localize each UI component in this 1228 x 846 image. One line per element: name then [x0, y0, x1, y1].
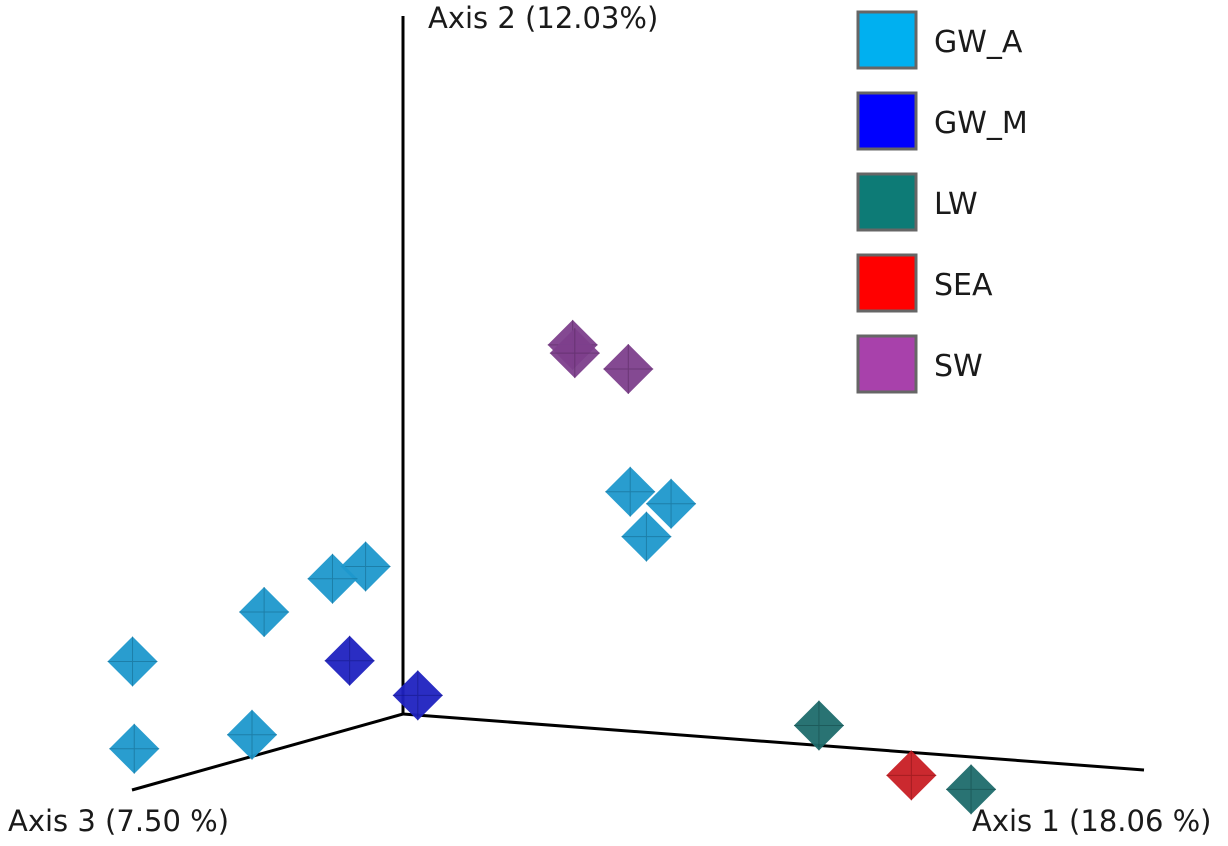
legend-swatch-gw-m [856, 91, 918, 151]
legend-swatch-gw-a [856, 10, 918, 70]
legend: GW_A GW_M LW SEA SW [856, 10, 1028, 394]
point-gw-a-6 [239, 587, 290, 638]
point-gw-a-8 [227, 709, 278, 760]
axis-1-line [402, 712, 1145, 772]
axis-3-line [131, 712, 404, 792]
point-sea-1 [886, 750, 937, 801]
point-gw-a-9 [109, 723, 160, 774]
data-points [107, 319, 997, 815]
legend-label-lw: LW [934, 187, 978, 222]
point-gw-a-2 [646, 478, 697, 529]
point-lw-1 [793, 700, 844, 751]
point-gw-a-3 [621, 511, 672, 562]
axis-2-title: Axis 2 (12.03%) [428, 1, 658, 35]
point-sw-3 [603, 343, 654, 394]
legend-label-sea: SEA [934, 268, 993, 303]
legend-label-gw-a: GW_A [934, 25, 1023, 60]
point-lw-2 [946, 764, 997, 815]
legend-label-gw-m: GW_M [934, 106, 1028, 141]
point-gw-m-1 [324, 635, 375, 686]
axes: Axis 2 (12.03%) Axis 1 (18.06 %) Axis 3 … [8, 1, 1211, 838]
point-gw-a-5 [307, 553, 358, 604]
axis-1-title: Axis 1 (18.06 %) [972, 804, 1211, 838]
point-sw-2 [549, 328, 600, 379]
axis-3-title: Axis 3 (7.50 %) [8, 804, 229, 838]
legend-swatch-sea [856, 253, 918, 313]
point-gw-a-7 [107, 636, 158, 687]
legend-swatch-sw [856, 334, 918, 394]
legend-label-sw: SW [934, 349, 983, 384]
legend-swatch-lw [856, 172, 918, 232]
point-gw-m-2 [392, 670, 443, 721]
point-gw-a-1 [605, 466, 656, 517]
